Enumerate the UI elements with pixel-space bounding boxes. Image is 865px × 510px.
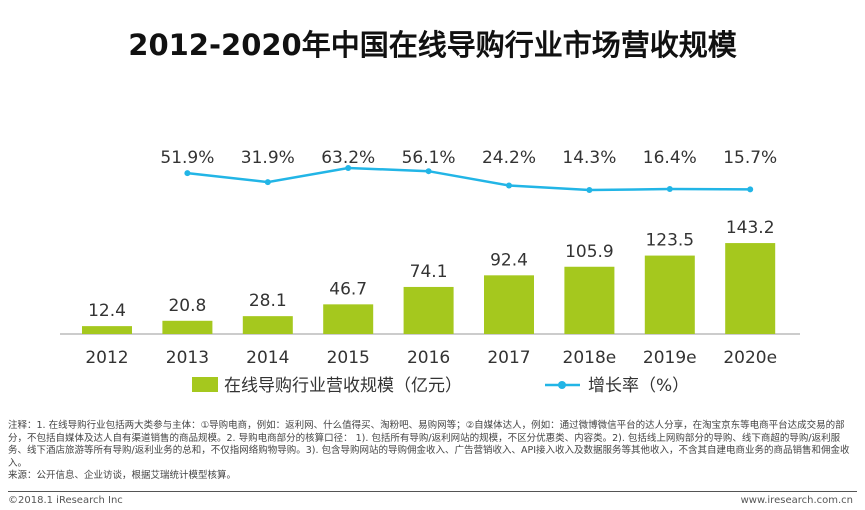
chart-title: 2012-2020年中国在线导购行业市场营收规模 [128,28,737,62]
bar-label: 46.7 [329,279,367,299]
legend-line-label: 增长率（%） [588,376,689,396]
bar [82,326,132,334]
x-tick-label: 2018e [563,348,617,368]
growth-point [506,182,512,189]
growth-point [747,186,754,193]
chart: 12.4 2012 20.8 2013 28.1 2014 46.7 2015 74.1 2016… [60,148,800,396]
legend-line-marker [558,381,566,389]
growth-label: 15.7% [723,148,777,168]
bar [162,320,213,334]
bar-label: 74.1 [410,262,448,282]
growth-label: 51.9% [160,148,214,168]
bar [725,243,776,334]
x-tick-label: 2020e [723,348,777,368]
bar-label: 28.1 [249,291,287,311]
bar [242,316,293,334]
bar-label: 12.4 [88,301,126,321]
growth-label: 63.2% [321,148,375,168]
x-tick-label: 2017 [487,348,530,368]
growth-label: 24.2% [482,148,536,168]
growth-label: 16.4% [643,148,697,168]
x-tick-label: 2015 [327,348,370,368]
bar [403,286,454,334]
bar [323,304,374,334]
legend-bar-swatch [192,377,218,392]
growth-point [666,186,673,193]
growth-point [184,170,191,177]
growth-label: 56.1% [402,148,456,168]
copyright: ©2018.1 iResearch Inc [8,495,123,506]
bar-label: 143.2 [726,218,775,238]
growth-point [264,179,271,186]
growth-label: 31.9% [241,148,295,168]
x-tick-label: 2014 [246,348,289,368]
note-text: 注释：1. 在线导购行业包括两大类参与主体：①导购电商，例如：返利网、什么值得买… [8,420,850,469]
bar-label: 92.4 [490,250,528,270]
growth-label: 14.3% [562,148,616,168]
bar [644,255,695,334]
source-text: 来源：公开信息、企业访谈，根据艾瑞统计模型核算。 [8,470,237,481]
x-tick-label: 2019e [643,348,697,368]
growth-point [345,164,352,171]
x-tick-label: 2012 [85,348,128,368]
growth-point [425,168,432,175]
bar [484,275,534,334]
growth-point [586,187,593,193]
growth-line [187,166,751,192]
x-tick-label: 2013 [166,348,209,368]
x-tick-label: 2016 [407,348,450,368]
bar [564,266,615,334]
bar-label: 105.9 [565,242,614,262]
notes: 注释：1. 在线导购行业包括两大类参与主体：①导购电商，例如：返利网、什么值得买… [8,420,858,483]
divider [8,491,857,492]
legend-bar-label: 在线导购行业营收规模（亿元） [224,376,462,396]
bar-label: 20.8 [168,296,206,316]
bar-label: 123.5 [645,231,694,251]
website: www.iresearch.com.cn [740,495,853,506]
